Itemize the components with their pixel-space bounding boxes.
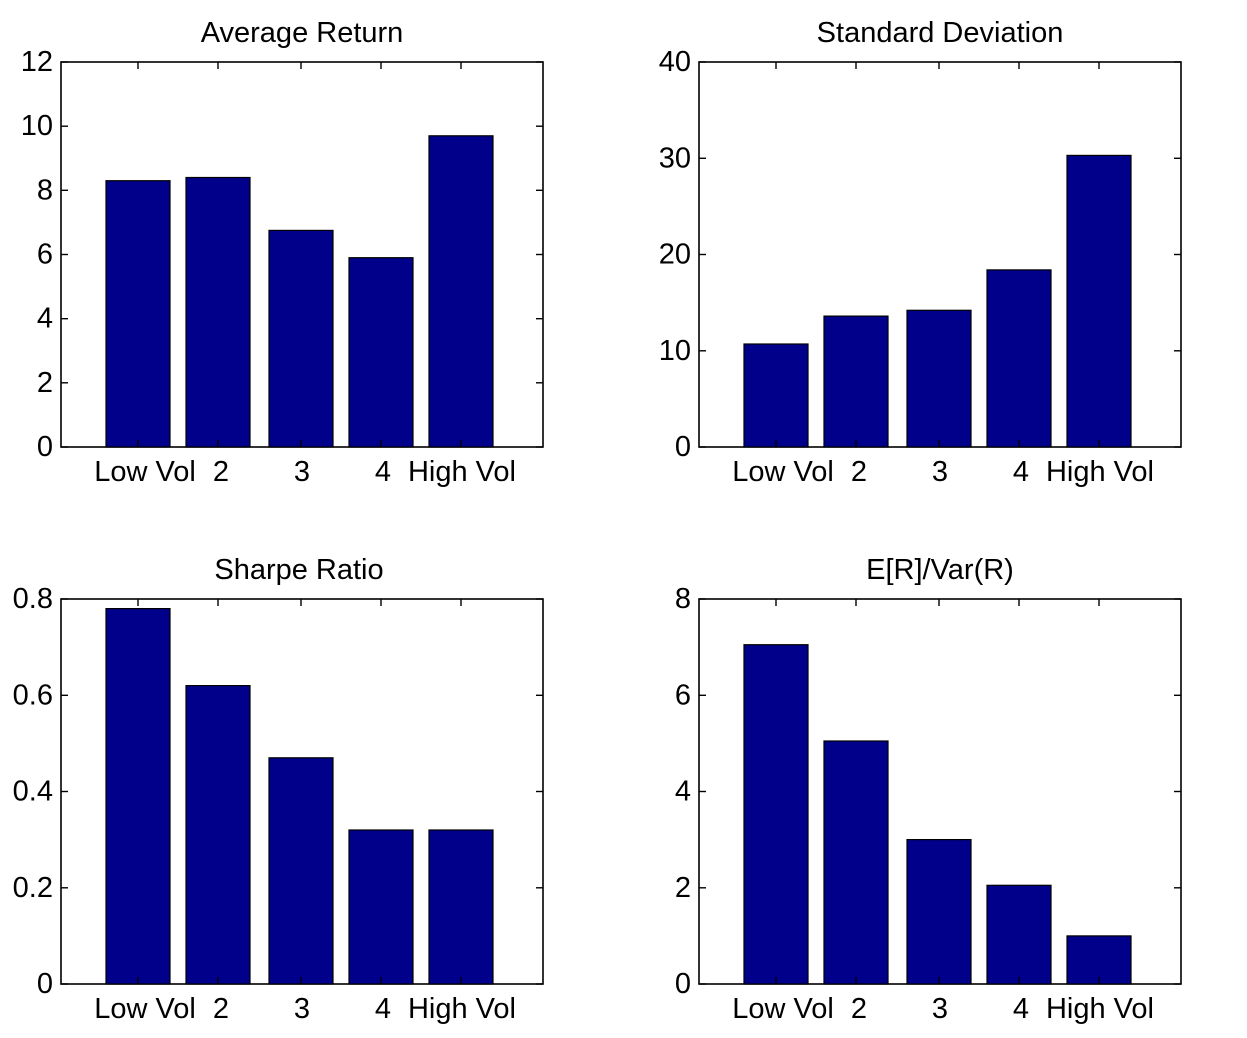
ytick-label: 30: [659, 142, 691, 174]
ytick-label: 2: [37, 367, 53, 399]
xtick-label: 4: [375, 456, 391, 488]
panel-sharpe-ratio: Sharpe Ratio 0 0.2 0.4 0.6 0.8 Low Vol 2 3 4 Hig…: [13, 554, 544, 1025]
bar-3: [906, 838, 972, 985]
ytick-label: 0: [675, 968, 691, 1000]
xtick-label: 3: [932, 993, 948, 1025]
bar-2: [823, 740, 889, 985]
bar-low-vol: [105, 180, 171, 448]
bar-high-vol: [428, 135, 494, 448]
panel-title: Standard Deviation: [817, 17, 1064, 49]
ytick-label: 0.6: [13, 679, 53, 711]
ytick-label: 8: [37, 174, 53, 206]
xtick-label: Low Vol: [732, 456, 834, 488]
xtick-label: 3: [294, 456, 310, 488]
xtick-label: 3: [294, 993, 310, 1025]
bar-high-vol: [1066, 935, 1132, 985]
ytick-label: 6: [37, 239, 53, 271]
bar-low-vol: [105, 607, 171, 985]
xtick-label: 3: [932, 456, 948, 488]
panel-average-return: Average Return 0 2 4 6 8 10 12 Low Vol 2 3 4 High …: [21, 17, 544, 488]
xtick-label: High Vol: [1046, 456, 1154, 488]
panel-title: E[R]/Var(R): [866, 554, 1014, 586]
bar-4: [348, 829, 414, 985]
ytick-label: 0: [675, 431, 691, 463]
xtick-label: Low Vol: [94, 456, 196, 488]
panel-er-var-ratio: E[R]/Var(R) 0 2 4 6 8 Low Vol 2 3 4 High Vol: [675, 554, 1182, 1025]
bar-2: [185, 684, 251, 985]
xtick-label: 4: [375, 993, 391, 1025]
ytick-label: 10: [21, 110, 53, 142]
bar-4: [348, 257, 414, 448]
ytick-label: 0.8: [13, 583, 53, 615]
bar-low-vol: [743, 644, 809, 985]
panel-title: Average Return: [201, 17, 404, 49]
ytick-label: 6: [675, 679, 691, 711]
bar-4: [986, 269, 1052, 448]
xtick-label: 2: [851, 456, 867, 488]
xtick-label: High Vol: [408, 456, 516, 488]
ytick-label: 2: [675, 872, 691, 904]
ytick-label: 4: [37, 303, 53, 335]
ytick-label: 40: [659, 46, 691, 78]
bar-3: [268, 757, 334, 985]
ytick-label: 0: [37, 431, 53, 463]
bar-3: [268, 229, 334, 448]
xtick-label: 2: [851, 993, 867, 1025]
bar-4: [986, 884, 1052, 985]
ytick-label: 0.4: [13, 776, 53, 808]
bar-2: [823, 315, 889, 448]
ytick-label: 12: [21, 46, 53, 78]
ytick-label: 8: [675, 583, 691, 615]
xtick-label: 4: [1013, 993, 1029, 1025]
bar-2: [185, 176, 251, 448]
bar-high-vol: [428, 829, 494, 985]
panel-standard-deviation: Standard Deviation 0 10 20 30 40 Low Vol 2 3 4 H…: [659, 17, 1182, 488]
xtick-label: Low Vol: [732, 993, 834, 1025]
xtick-label: 4: [1013, 456, 1029, 488]
xtick-label: 2: [213, 993, 229, 1025]
xtick-label: High Vol: [1046, 993, 1154, 1025]
xtick-label: 2: [213, 456, 229, 488]
bar-low-vol: [743, 343, 809, 448]
ytick-label: 0.2: [13, 872, 53, 904]
ytick-label: 4: [675, 776, 691, 808]
bar-high-vol: [1066, 154, 1132, 448]
panel-title: Sharpe Ratio: [214, 554, 383, 586]
ytick-label: 0: [37, 968, 53, 1000]
bar-3: [906, 309, 972, 448]
xtick-label: Low Vol: [94, 993, 196, 1025]
ytick-label: 20: [659, 239, 691, 271]
ytick-label: 10: [659, 335, 691, 367]
xtick-label: High Vol: [408, 993, 516, 1025]
